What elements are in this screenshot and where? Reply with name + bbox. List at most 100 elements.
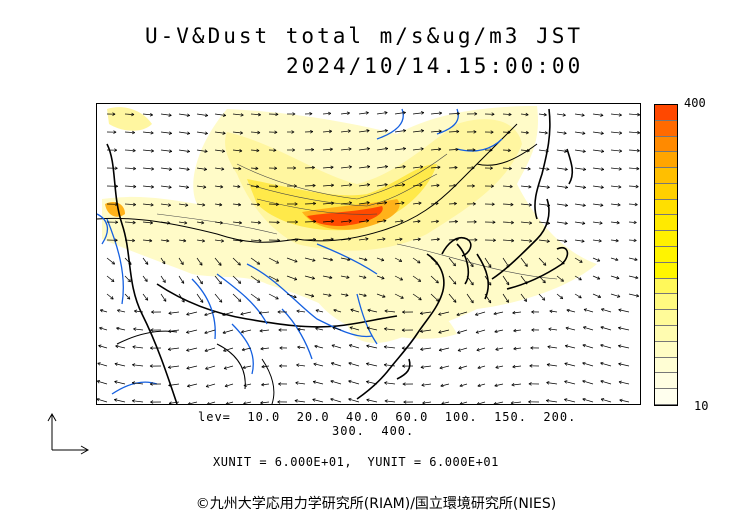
wind-vector (250, 131, 261, 134)
wind-vector (142, 131, 154, 134)
wind-vector-head (255, 166, 259, 171)
wind-vector (502, 293, 509, 303)
wind-vector-head (581, 239, 585, 243)
wind-vector-head (348, 361, 352, 366)
wind-vector (214, 113, 226, 116)
wind-vector-head (218, 281, 222, 285)
wind-vector (142, 239, 153, 242)
wind-vector (160, 239, 170, 242)
wind-vector (142, 275, 148, 282)
wind-vector-head (279, 364, 283, 368)
wind-vector-head (261, 364, 265, 369)
wind-vector (205, 365, 216, 370)
wind-vector (384, 328, 396, 331)
wind-vector-head (330, 165, 334, 170)
wind-vector-head (418, 297, 422, 301)
wind-vector-head (420, 129, 425, 133)
wind-vector-head (218, 262, 222, 266)
wind-vector-head (564, 221, 568, 225)
wind-vector (448, 275, 457, 285)
dust-map (96, 103, 641, 405)
wind-vector (601, 398, 612, 403)
wind-vector-head (541, 297, 546, 301)
wind-vector-head (473, 130, 477, 134)
wind-vector (241, 329, 252, 333)
wind-vector (204, 347, 216, 352)
wind-vector-head (600, 185, 604, 189)
wind-vector (502, 275, 510, 286)
wind-vector (600, 380, 612, 385)
wind-vector-head (115, 220, 119, 224)
wind-vector-head (546, 363, 550, 367)
wind-vector-head (313, 362, 317, 366)
wind-vector-head (258, 238, 262, 243)
wind-vector-head (278, 328, 282, 332)
wind-vector (538, 203, 550, 206)
wind-vector (160, 257, 166, 265)
wind-vector-head (133, 309, 138, 313)
wind-vector (394, 275, 403, 281)
wind-vector-head (488, 282, 492, 286)
wind-vector-head (225, 401, 229, 404)
wind-vector (294, 400, 306, 403)
wind-vector (628, 149, 640, 152)
wind-vector (268, 275, 279, 282)
river-line (436, 108, 459, 135)
wind-vector-head (441, 401, 445, 404)
wind-vector-head (220, 239, 225, 243)
wind-vector (304, 185, 316, 187)
wind-vector-head (151, 167, 155, 171)
wind-vector (412, 238, 421, 241)
wind-vector-head (635, 184, 639, 189)
wind-vector-head (310, 294, 315, 298)
wind-vector-head (199, 262, 203, 266)
wind-vector (556, 203, 568, 206)
wind-vector-head (366, 183, 371, 187)
wind-vector-head (297, 345, 301, 349)
wind-vector-head (311, 276, 315, 280)
wind-vector (322, 202, 335, 205)
wind-vector (394, 293, 404, 299)
wind-vector-head (348, 165, 352, 169)
wind-vector (223, 347, 234, 352)
wind-vector (412, 293, 422, 301)
wind-vector (459, 383, 468, 387)
wind-vector-head (202, 185, 207, 189)
wind-vector-head (114, 166, 118, 170)
wind-vector-head (168, 329, 172, 333)
wind-vector (512, 311, 522, 314)
wind-vector-head (384, 164, 389, 169)
color-scale-step (655, 199, 677, 216)
wind-vector-head (382, 294, 386, 298)
wind-vector (520, 275, 528, 285)
wind-vector (610, 149, 622, 152)
wind-vector (458, 365, 468, 369)
wind-vector-head (491, 112, 495, 116)
wind-vector (475, 311, 486, 316)
wind-vector-head (315, 327, 319, 331)
wind-vector (340, 257, 351, 261)
wind-vector-head (601, 308, 605, 312)
wind-vector-head (524, 281, 528, 285)
wind-vector (600, 344, 612, 349)
wind-vector (250, 185, 259, 187)
wind-vector (520, 203, 532, 206)
wind-vector-head (366, 129, 370, 133)
wind-vector-head (312, 183, 316, 188)
color-scale-step (655, 325, 677, 342)
wind-vector (546, 382, 558, 385)
wind-vector (448, 131, 460, 133)
wind-vector-head (509, 184, 513, 189)
wind-vector (232, 131, 243, 134)
wind-vector (394, 148, 406, 151)
wind-vector-head (618, 167, 622, 171)
wind-vector-head (563, 131, 567, 135)
wind-vector-head (420, 147, 424, 151)
wind-vector (160, 293, 167, 302)
wind-vector-head (525, 130, 529, 135)
wind-vector-head (224, 384, 228, 388)
wind-vector-head (333, 308, 337, 313)
wind-vector-head (274, 130, 278, 135)
wind-vector-head (383, 219, 387, 223)
wind-vector-head (453, 183, 457, 188)
